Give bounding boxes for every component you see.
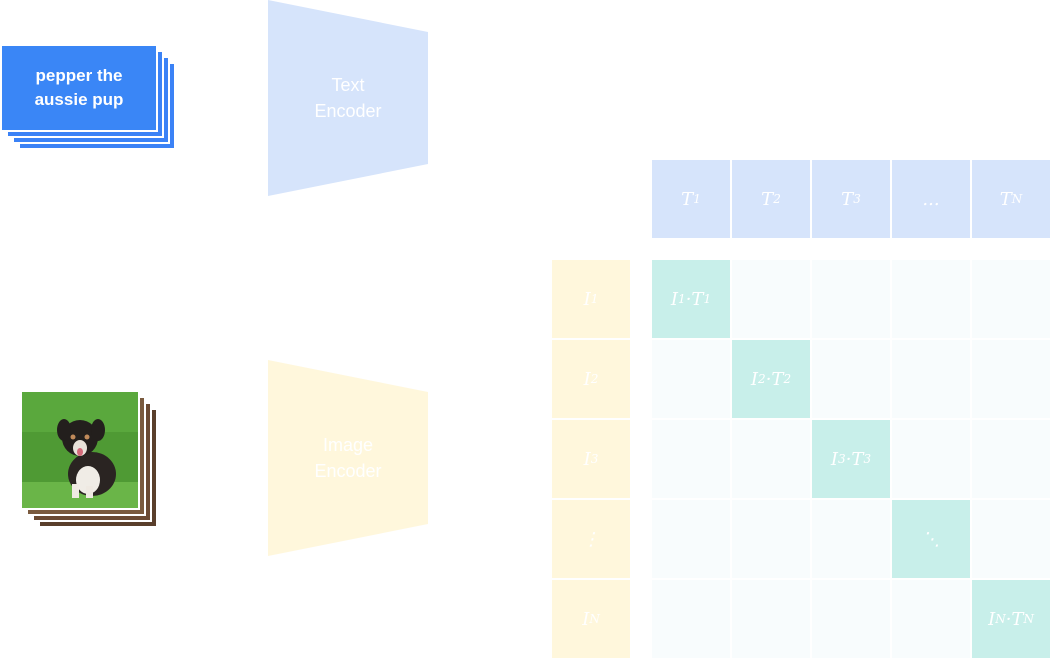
- image-embedding-ellipsis: ⋮: [552, 500, 630, 578]
- image-encoder-line2: Encoder: [314, 461, 382, 481]
- matrix-cell: [892, 260, 970, 338]
- dog-photo: [20, 390, 140, 510]
- matrix-cell: [892, 420, 970, 498]
- text-card-line1: pepper the: [35, 66, 123, 85]
- matrix-cell: [812, 260, 890, 338]
- text-encoder-line1: Text: [331, 75, 365, 95]
- matrix-cell-diagonal: I 2 · T 2: [732, 340, 810, 418]
- matrix-cell-diagonal: I 3 · T 3: [812, 420, 890, 498]
- matrix-cell: [732, 420, 810, 498]
- matrix-cell: [972, 420, 1050, 498]
- image-encoder-label: Image Encoder: [268, 432, 428, 484]
- matrix-cell-ellipsis: ⋱: [892, 500, 970, 578]
- matrix-cell: [652, 340, 730, 418]
- matrix-cell: [732, 260, 810, 338]
- matrix-cell: [972, 500, 1050, 578]
- matrix-cell: [732, 580, 810, 658]
- matrix-cell: [892, 340, 970, 418]
- matrix-cell: [652, 500, 730, 578]
- text-embedding-ellipsis: ...: [892, 160, 970, 238]
- matrix-cell: [732, 500, 810, 578]
- matrix-cell: [652, 420, 730, 498]
- matrix-cell: [812, 500, 890, 578]
- puppy-image: [22, 392, 138, 508]
- image-encoder-shape: [268, 360, 428, 556]
- text-card: pepper the aussie pup: [0, 44, 158, 132]
- matrix-cell: [892, 580, 970, 658]
- image-encoder-line1: Image: [322, 435, 374, 455]
- text-card-line2: aussie pup: [34, 90, 124, 109]
- matrix-cell: [812, 340, 890, 418]
- matrix-cell: [972, 260, 1050, 338]
- matrix-cell-diagonal: I 1 · T 1: [652, 260, 730, 338]
- matrix-cell: [652, 580, 730, 658]
- matrix-cell: [972, 340, 1050, 418]
- matrix-cell-diagonal: I N · T N: [972, 580, 1050, 658]
- text-encoder-line2: Encoder: [314, 101, 382, 121]
- text-encoder-shape: [268, 0, 428, 196]
- text-encoder-label: Text Encoder: [268, 72, 428, 124]
- matrix-cell: [812, 580, 890, 658]
